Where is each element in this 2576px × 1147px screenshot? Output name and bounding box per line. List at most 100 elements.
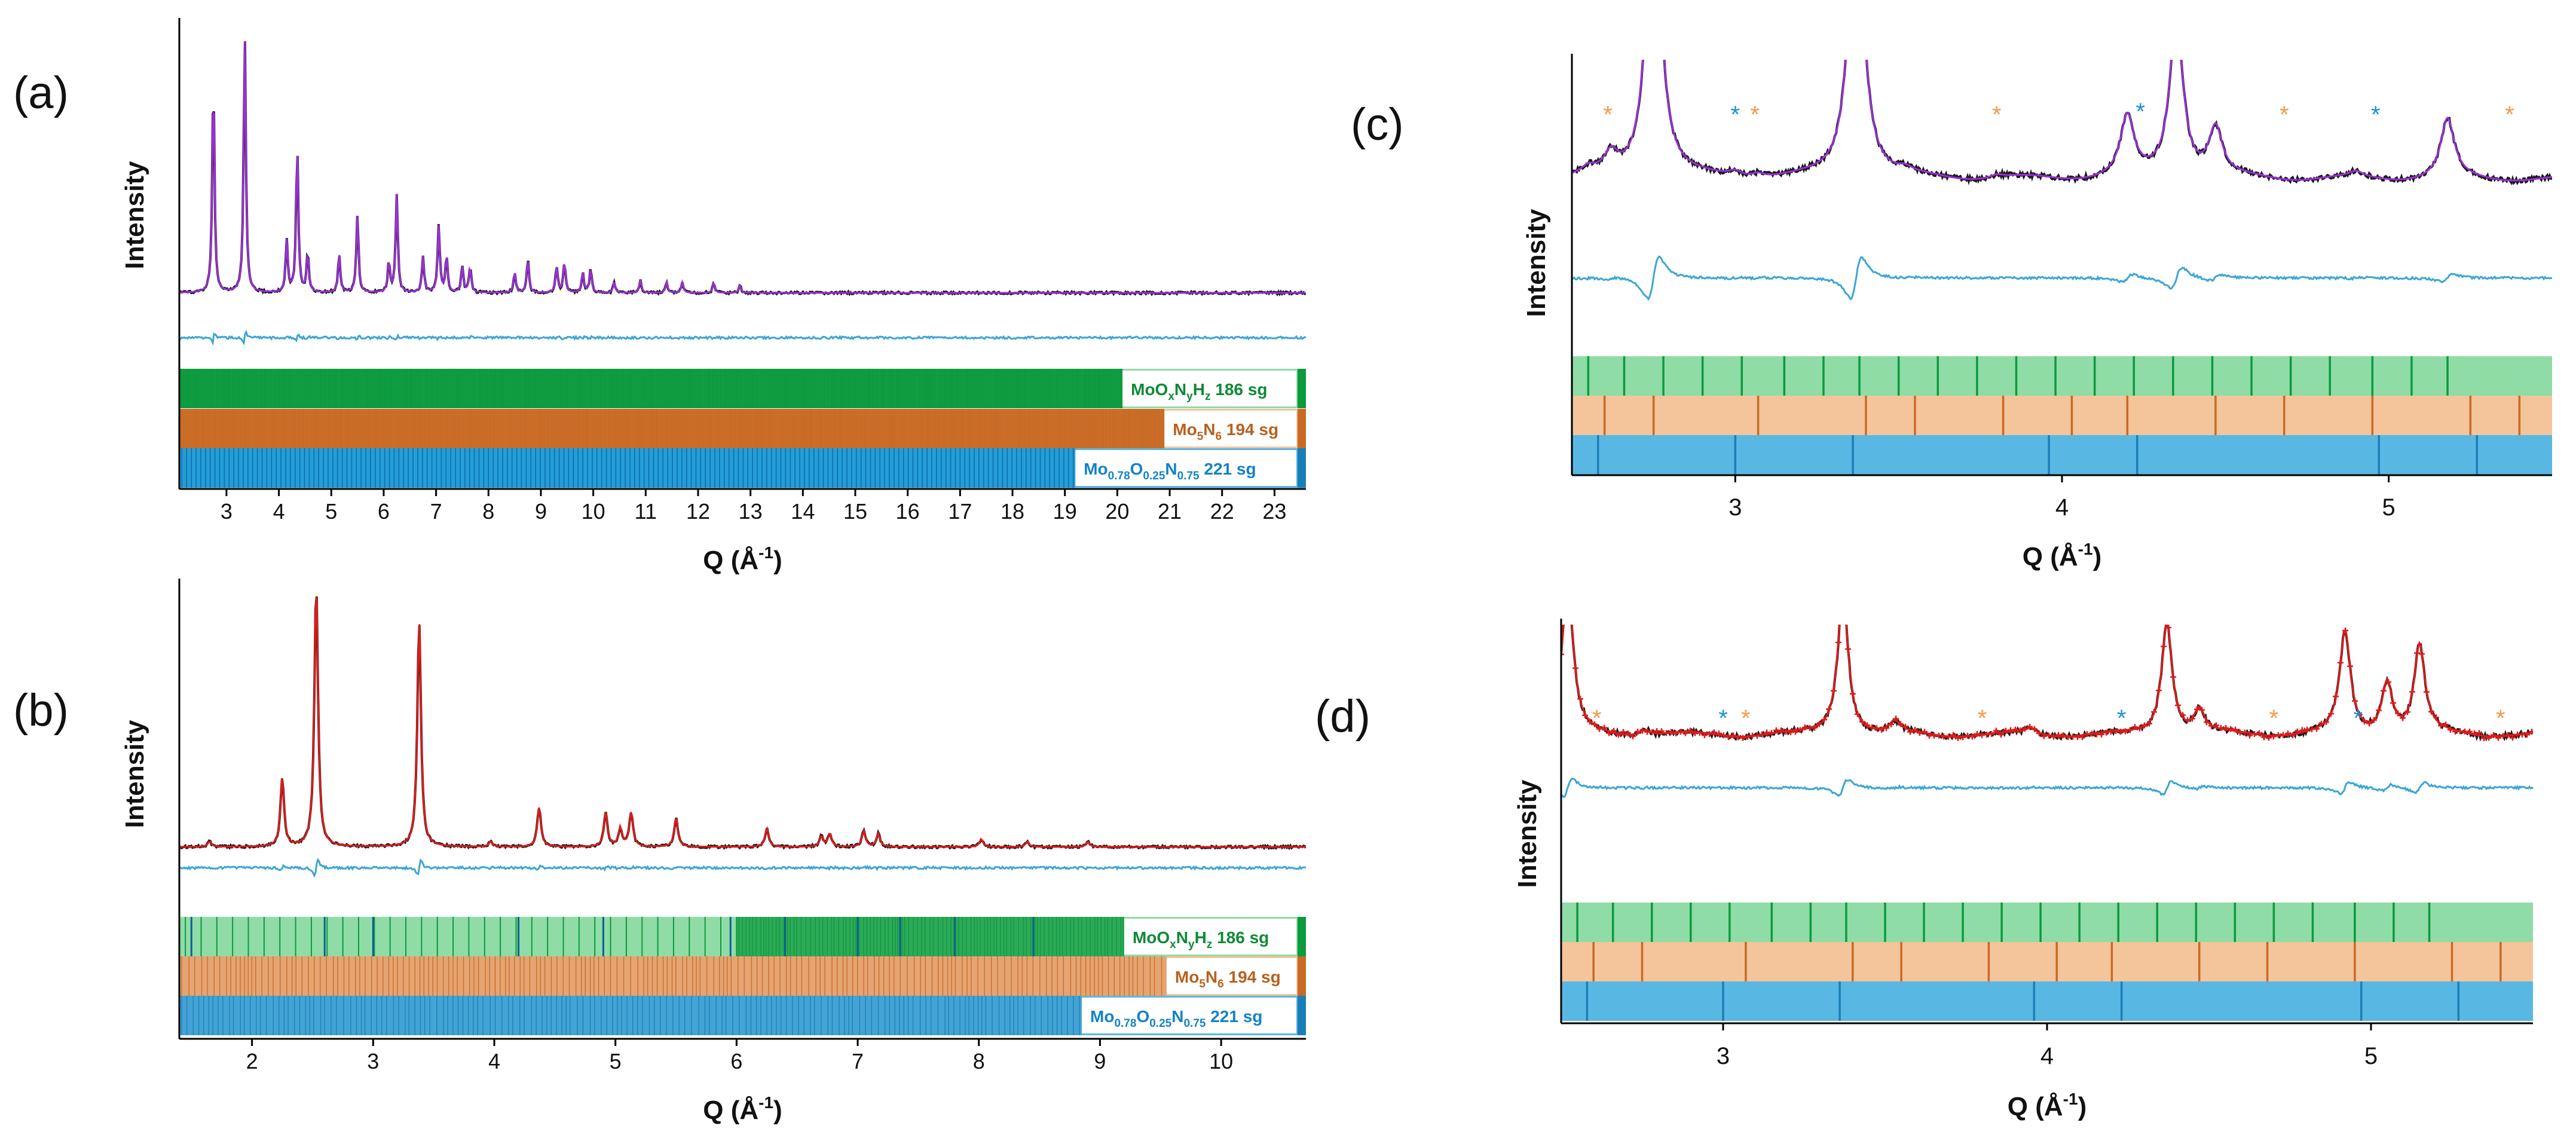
- observed-marker: [2529, 729, 2533, 735]
- x-tick-label: 23: [1262, 499, 1286, 524]
- band-end-marker: [1298, 917, 1306, 956]
- observed-marker: [2185, 717, 2190, 724]
- observed-marker: [1563, 588, 1569, 594]
- difference-line: [1561, 777, 2534, 799]
- observed-line: [1572, 60, 2552, 186]
- calculated-line: [179, 597, 1306, 848]
- phase-band-mooxnyhz: [1561, 903, 2533, 942]
- observed-marker: [1998, 732, 2004, 738]
- observed-marker: [1659, 728, 1665, 735]
- x-axis-title: Q (Å-1): [703, 1093, 782, 1125]
- observed-marker: [1902, 723, 1908, 730]
- x-tick-label: 12: [686, 499, 710, 524]
- observed-marker: [2098, 731, 2104, 738]
- phase-band-mooxnyhz-reflections: [179, 369, 1123, 408]
- x-tick-label: 19: [1053, 499, 1077, 524]
- observed-marker: [2127, 727, 2133, 733]
- x-tick-label: 3: [1728, 494, 1742, 521]
- observed-marker: [2051, 733, 2057, 740]
- y-axis-title: Intensity: [1513, 779, 1542, 888]
- observed-marker: [2438, 723, 2444, 729]
- impurity-star-orange: *: [1603, 102, 1613, 128]
- observed-marker: [2079, 734, 2085, 741]
- x-tick-label: 13: [739, 499, 763, 524]
- observed-marker: [1912, 727, 1918, 733]
- phase-label: Mo5N6 194 sg: [1173, 420, 1278, 443]
- phase-label: Mo5N6 194 sg: [1175, 968, 1281, 990]
- observed-marker: [1812, 724, 1818, 731]
- x-tick-label: 4: [2055, 494, 2069, 521]
- observed-line: [1561, 625, 2533, 742]
- observed-marker: [2141, 722, 2147, 729]
- x-tick-label: 10: [582, 499, 605, 524]
- observed-marker: [2447, 726, 2453, 733]
- observed-marker: [1678, 729, 1684, 735]
- phase-band-mooxnyhz: [1572, 356, 2552, 396]
- observed-marker: [1572, 665, 1578, 671]
- observed-marker: [2352, 698, 2358, 704]
- x-tick-label: 4: [488, 1049, 500, 1073]
- observed-marker: [2266, 735, 2272, 741]
- impurity-star-orange: *: [2280, 102, 2289, 128]
- observed-marker: [2323, 719, 2329, 726]
- observed-marker: [1874, 725, 1880, 732]
- panel-label-a: (a): [13, 68, 69, 118]
- phase-label-box: [1075, 450, 1296, 486]
- observed-marker: [1864, 722, 1870, 729]
- observed-marker: [2290, 732, 2296, 739]
- observed-marker: [2424, 689, 2430, 695]
- x-tick-label: 15: [843, 499, 867, 524]
- difference-line: [178, 329, 1307, 346]
- curves: [1561, 588, 2533, 742]
- observed-marker: [1616, 732, 1622, 738]
- observed-marker: [2022, 726, 2028, 732]
- observed-marker: [2223, 725, 2229, 732]
- observed-marker: [2510, 734, 2516, 741]
- observed-marker: [2486, 735, 2492, 741]
- y-axis-title: Intensity: [1522, 209, 1551, 317]
- observed-marker: [1907, 729, 1913, 735]
- observed-marker: [2419, 650, 2425, 657]
- y-axis-title: Intensity: [120, 720, 149, 828]
- observed-marker: [2385, 679, 2391, 686]
- observed-marker: [1988, 731, 1994, 738]
- observed-marker: [2381, 687, 2387, 694]
- observed-marker: [1611, 727, 1617, 734]
- phase-label-box: [1164, 411, 1296, 446]
- x-axis-title: Q (Å-1): [2008, 1090, 2087, 1121]
- y-axis-title: Intensity: [120, 161, 149, 269]
- observed-marker: [2247, 732, 2253, 739]
- x-tick-label: 3: [1717, 1043, 1730, 1069]
- observed-marker: [1587, 718, 1593, 725]
- observed-marker: [1917, 730, 1923, 736]
- observed-marker: [2524, 732, 2530, 738]
- observed-marker: [2151, 709, 2157, 715]
- observed-line: [179, 596, 1306, 851]
- observed-marker: [1821, 717, 1827, 723]
- phase-band-mo078o025n075: [1572, 435, 2552, 475]
- observed-marker: [2242, 729, 2248, 736]
- observed-marker: [1606, 730, 1612, 736]
- observed-marker: [2400, 715, 2406, 721]
- observed-marker: [2170, 674, 2176, 680]
- observed-marker: [1673, 730, 1679, 736]
- observed-marker: [1649, 729, 1655, 736]
- observed-marker: [1965, 733, 1971, 739]
- phase-band-mo5n6-reflections: [179, 409, 1165, 448]
- observed-marker: [2376, 707, 2382, 714]
- observed-marker: [1769, 730, 1775, 736]
- observed-marker: [1960, 734, 1966, 741]
- observed-marker: [2414, 650, 2420, 656]
- observed-marker: [1668, 729, 1674, 735]
- observed-marker: [1687, 727, 1693, 734]
- observed-marker: [2467, 729, 2473, 735]
- x-tick-label: 2: [246, 1049, 258, 1073]
- x-tick-label: 16: [896, 499, 920, 524]
- observed-marker: [1577, 696, 1583, 702]
- observed-marker: [1778, 727, 1784, 733]
- impurity-star-orange: *: [1741, 705, 1751, 732]
- x-tick-label: 8: [973, 1049, 985, 1073]
- calculated-line: [1572, 60, 2552, 182]
- observed-marker: [2180, 712, 2186, 718]
- band-end-marker: [1298, 369, 1306, 408]
